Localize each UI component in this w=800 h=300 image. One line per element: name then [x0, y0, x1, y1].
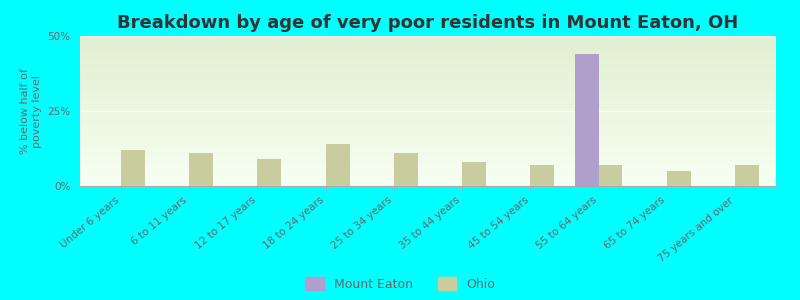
Bar	[530, 165, 554, 186]
Title: Breakdown by age of very poor residents in Mount Eaton, OH: Breakdown by age of very poor residents …	[118, 14, 738, 32]
Bar	[735, 165, 759, 186]
Bar	[667, 171, 690, 186]
Y-axis label: % below half of
poverty level: % below half of poverty level	[20, 68, 42, 154]
Bar	[574, 54, 598, 186]
Bar	[121, 150, 145, 186]
Bar	[189, 153, 213, 186]
Bar	[258, 159, 282, 186]
Bar	[394, 153, 418, 186]
Bar	[462, 162, 486, 186]
Bar	[598, 165, 622, 186]
Legend: Mount Eaton, Ohio: Mount Eaton, Ohio	[305, 277, 495, 291]
Bar	[326, 144, 350, 186]
